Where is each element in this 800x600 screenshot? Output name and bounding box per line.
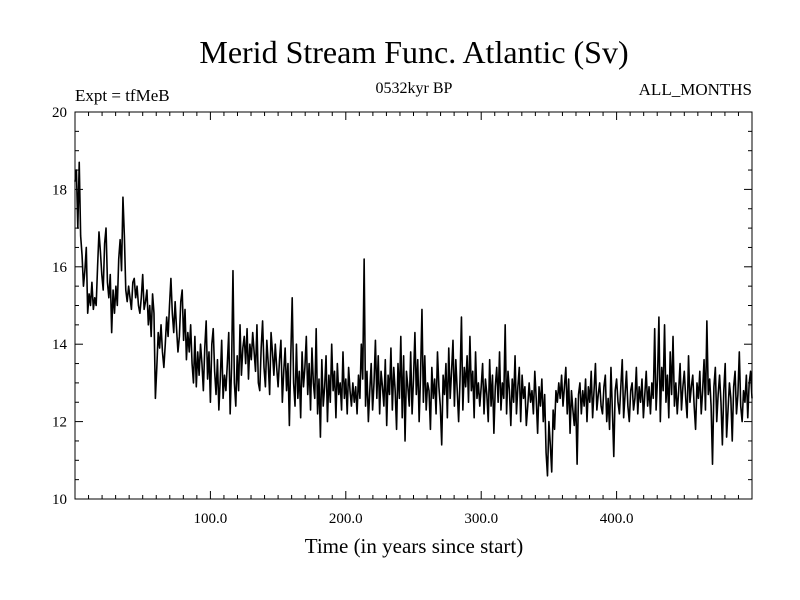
y-axis-ticks bbox=[75, 130, 752, 481]
x-tick-label: 100.0 bbox=[194, 511, 228, 527]
y-tick-label: 14 bbox=[52, 337, 68, 353]
y-tick-label: 12 bbox=[52, 415, 67, 431]
x-axis-label: Time (in years since start) bbox=[305, 534, 524, 558]
x-tick-label: 200.0 bbox=[329, 511, 363, 527]
y-tick-label: 18 bbox=[52, 182, 67, 198]
x-axis-tick-labels: 100.0 200.0 300.0 400.0 bbox=[194, 511, 634, 527]
y-tick-label: 20 bbox=[52, 105, 67, 121]
period-label: 0532kyr BP bbox=[376, 80, 453, 97]
experiment-label: Expt = tfMeB bbox=[75, 86, 170, 105]
y-tick-label: 10 bbox=[52, 492, 67, 508]
months-label: ALL_MONTHS bbox=[639, 80, 752, 99]
y-axis-tick-labels: 10 12 14 16 18 20 bbox=[52, 105, 68, 508]
series-line-stream-function bbox=[74, 161, 753, 477]
x-tick-label: 300.0 bbox=[464, 511, 498, 527]
x-tick-label: 400.0 bbox=[600, 511, 634, 527]
plot-frame bbox=[74, 111, 753, 500]
x-axis-ticks bbox=[88, 112, 739, 499]
y-tick-label: 16 bbox=[52, 260, 68, 276]
chart-title: Merid Stream Func. Atlantic (Sv) bbox=[199, 34, 628, 70]
